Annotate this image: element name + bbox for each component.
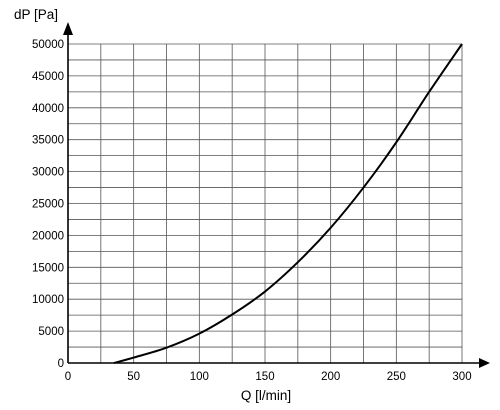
x-axis-arrow: [479, 358, 490, 368]
x-tick-label: 300: [452, 371, 471, 383]
y-tick-label: 35000: [32, 135, 64, 147]
x-tick-label: 50: [127, 371, 140, 383]
y-tick-label: 5000: [38, 326, 64, 338]
x-tick-label: 0: [65, 371, 71, 383]
axes: [63, 22, 490, 368]
x-tick-label: 100: [190, 371, 209, 383]
y-tick-label: 40000: [32, 103, 64, 115]
y-axis-label: dP [Pa]: [14, 7, 58, 22]
y-axis-arrow: [63, 22, 73, 35]
y-tick-label: 15000: [32, 262, 64, 274]
series: [113, 43, 463, 364]
series-line: [113, 43, 463, 364]
y-tick-label: 10000: [32, 294, 64, 306]
y-tick-label: 50000: [32, 39, 64, 51]
y-tick-label: 45000: [32, 71, 64, 83]
x-tick-label: 250: [387, 371, 406, 383]
x-tick-label: 150: [255, 371, 274, 383]
y-tick-label: 30000: [32, 167, 64, 179]
y-tick-label: 0: [58, 358, 64, 370]
y-tick-label: 25000: [32, 199, 64, 211]
y-tick-label: 20000: [32, 230, 64, 242]
x-tick-label: 200: [321, 371, 340, 383]
x-tick-labels: 0 50 100 150 200 250 300: [65, 371, 472, 383]
y-tick-labels: 0 5000 10000 15000 20000 25000 30000 35000 40000…: [32, 39, 64, 370]
x-axis-label: Q [l/min]: [241, 388, 291, 403]
grid: [68, 43, 463, 363]
